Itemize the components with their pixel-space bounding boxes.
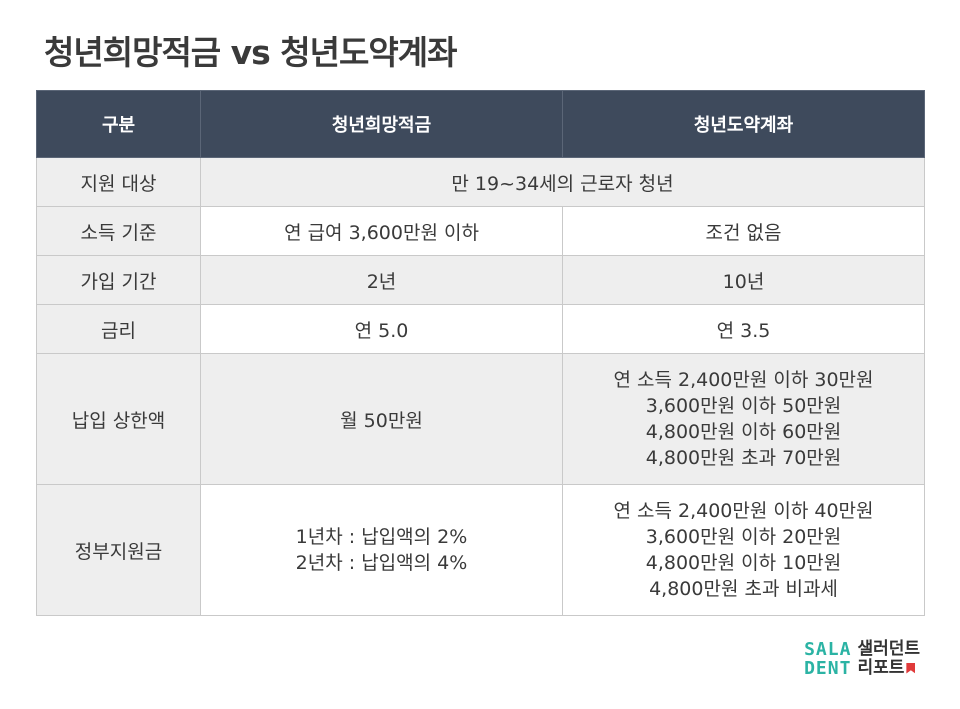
table-row-rate: 금리 연 5.0 연 3.5 (36, 304, 925, 354)
subsidy-b-line: 연 소득 2,400만원 이하 40만원 (613, 500, 874, 522)
subsidy-b-line: 3,600만원 이하 20만원 (645, 526, 842, 548)
comparison-table: 구분 청년희망적금 청년도약계좌 지원 대상 만 19~34세의 근로자 청년 … (36, 90, 925, 616)
cell-limit-a: 월 50만원 (200, 353, 563, 485)
logo-name: 샐러던트 리포트 (857, 640, 920, 678)
cell-limit-b: 연 소득 2,400만원 이하 30만원 3,600만원 이하 50만원 4,8… (562, 353, 925, 485)
row-label-subsidy: 정부지원금 (36, 484, 201, 616)
cell-subsidy-a: 1년차 : 납입액의 2% 2년차 : 납입액의 4% (200, 484, 563, 616)
table-row-income: 소득 기준 연 급여 3,600만원 이하 조건 없음 (36, 206, 925, 256)
cell-subsidy-b: 연 소득 2,400만원 이하 40만원 3,600만원 이하 20만원 4,8… (562, 484, 925, 616)
subsidy-a-line: 2년차 : 납입액의 4% (295, 552, 468, 574)
logo-name-line2: 리포트 (857, 658, 905, 678)
header-category: 구분 (36, 90, 201, 158)
row-label-limit: 납입 상한액 (36, 353, 201, 485)
logo-mark-line1: SALA (804, 639, 852, 660)
cell-rate-a: 연 5.0 (200, 304, 563, 354)
cell-target-value: 만 19~34세의 근로자 청년 (200, 157, 925, 207)
subsidy-b-line: 4,800만원 이하 10만원 (645, 552, 842, 574)
brand-logo: SALA DENT 샐러던트 리포트 (804, 640, 920, 679)
cell-period-b: 10년 (562, 255, 925, 305)
cell-period-a: 2년 (200, 255, 563, 305)
header-youth-hope-savings: 청년희망적금 (200, 90, 563, 158)
subsidy-b-line: 4,800만원 초과 비과세 (649, 578, 838, 600)
logo-mark: SALA DENT (804, 640, 851, 678)
table-row-limit: 납입 상한액 월 50만원 연 소득 2,400만원 이하 30만원 3,600… (36, 353, 925, 485)
row-label-rate: 금리 (36, 304, 201, 354)
cell-income-b: 조건 없음 (562, 206, 925, 256)
logo-name-line2-wrap: 리포트 (857, 659, 920, 678)
cell-income-a: 연 급여 3,600만원 이하 (200, 206, 563, 256)
row-label-target: 지원 대상 (36, 157, 201, 207)
table-header-row: 구분 청년희망적금 청년도약계좌 (36, 90, 925, 158)
flag-icon (906, 662, 916, 674)
cell-rate-b: 연 3.5 (562, 304, 925, 354)
table-row-subsidy: 정부지원금 1년차 : 납입액의 2% 2년차 : 납입액의 4% 연 소득 2… (36, 484, 925, 616)
row-label-period: 가입 기간 (36, 255, 201, 305)
table-row-target: 지원 대상 만 19~34세의 근로자 청년 (36, 157, 925, 207)
limit-b-line: 4,800만원 초과 70만원 (645, 447, 842, 469)
row-label-income: 소득 기준 (36, 206, 201, 256)
page-title: 청년희망적금 vs 청년도약계좌 (44, 33, 457, 72)
limit-b-line: 3,600만원 이하 50만원 (645, 395, 842, 417)
logo-mark-line2: DENT (804, 658, 852, 679)
subsidy-a-line: 1년차 : 납입액의 2% (295, 526, 468, 548)
header-youth-leap-account: 청년도약계좌 (562, 90, 925, 158)
table-row-period: 가입 기간 2년 10년 (36, 255, 925, 305)
logo-name-line1: 샐러던트 (857, 639, 920, 659)
limit-b-line: 연 소득 2,400만원 이하 30만원 (613, 369, 874, 391)
limit-b-line: 4,800만원 이하 60만원 (645, 421, 842, 443)
